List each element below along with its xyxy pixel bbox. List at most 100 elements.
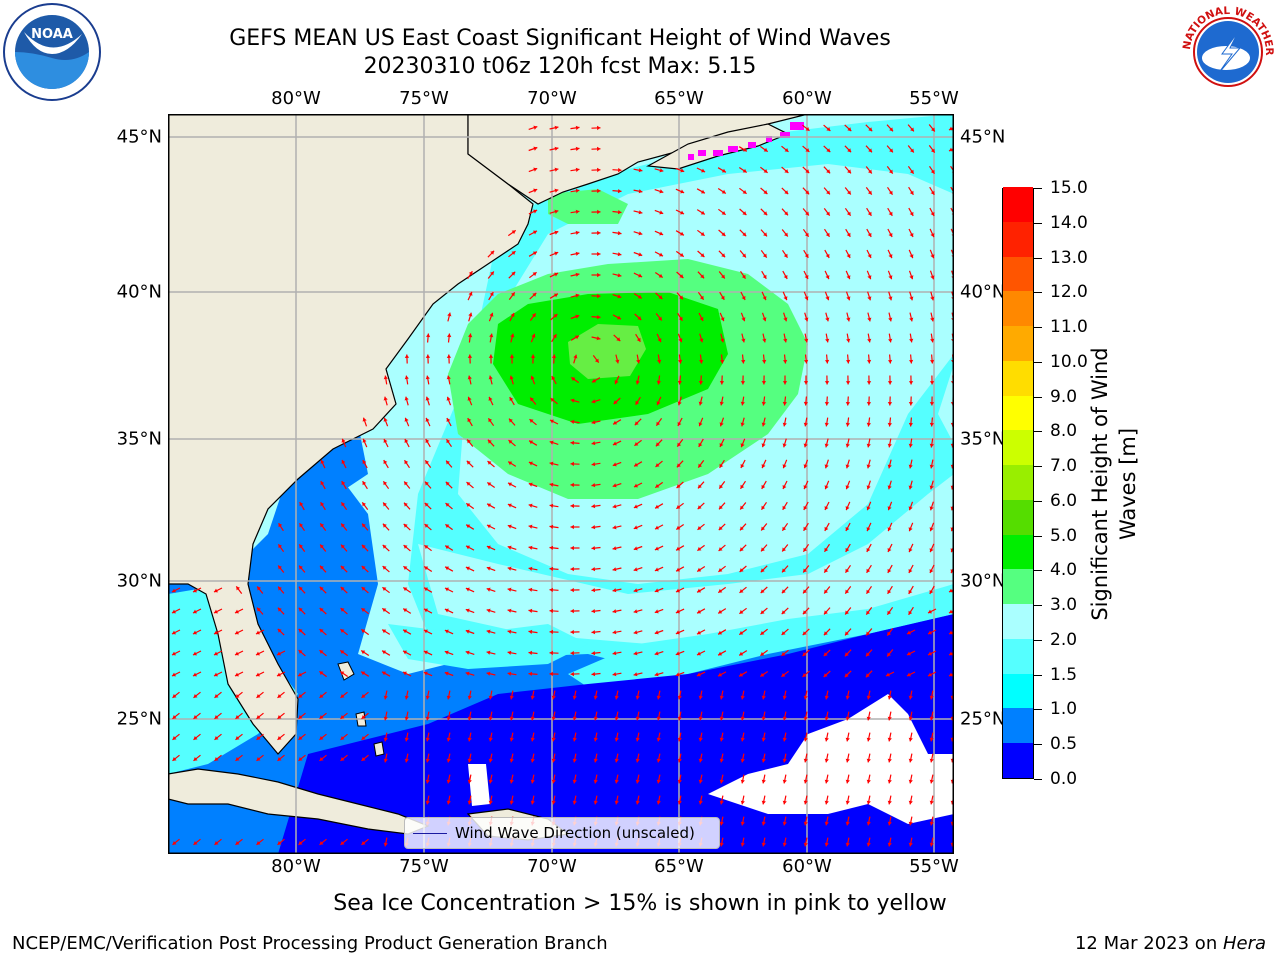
wave-arrow-head — [617, 273, 622, 278]
lon-label-top: 70°W — [527, 88, 577, 109]
wave-arrow-head — [634, 421, 639, 426]
wave-arrow-head — [445, 566, 450, 571]
wave-arrow-head — [824, 589, 828, 594]
wave-arrow-head — [867, 254, 872, 258]
wave-arrow-head — [866, 610, 870, 615]
wave-arrow-head — [551, 376, 556, 381]
wave-arrow-head — [554, 272, 559, 277]
wave-arrow-head — [657, 338, 662, 343]
wave-arrow-head — [446, 396, 451, 401]
wave-arrow-head — [487, 461, 492, 465]
wave-arrow-head — [362, 460, 367, 464]
wave-arrow-head — [677, 401, 682, 406]
wave-arrow-head — [677, 779, 682, 784]
wave-arrow-head — [866, 842, 871, 847]
wave-arrow-head — [235, 736, 240, 740]
wave-arrow-head — [845, 610, 849, 615]
wave-arrow-head — [696, 672, 701, 677]
wave-arrow-head — [929, 548, 934, 553]
wave-arrow-head — [676, 588, 680, 593]
wave-arrow-head — [824, 737, 829, 742]
wave-arrow-head — [486, 650, 491, 655]
wave-arrow-head — [826, 148, 831, 153]
wave-arrow-head — [909, 296, 914, 301]
wave-arrow-head — [742, 211, 747, 215]
wave-arrow-head — [782, 422, 787, 427]
wave-arrow-head — [277, 651, 281, 656]
wave-arrow-head — [446, 779, 451, 784]
wave-arrow-head — [677, 758, 682, 763]
colorbar-tick — [1034, 605, 1042, 607]
wave-arrow-head — [235, 609, 239, 614]
wave-arrow-head — [551, 354, 557, 358]
wave-arrow-head — [824, 610, 828, 615]
wave-arrow-head — [570, 440, 575, 445]
wave-arrow-head — [382, 587, 387, 591]
wave-arrow-head — [908, 821, 913, 826]
wave-arrow-head — [908, 402, 914, 406]
wave-arrow-head — [908, 737, 913, 742]
wave-arrow-head — [486, 671, 491, 676]
wave-arrow-head — [425, 695, 430, 700]
wave-arrow-head — [740, 758, 745, 763]
wave-arrow-head — [659, 252, 663, 257]
wave-arrow-head — [597, 125, 601, 131]
wave-arrow-head — [633, 546, 638, 551]
wave-arrow-head — [929, 800, 934, 805]
wave-arrow-head — [719, 422, 724, 427]
wave-arrow-head — [404, 417, 409, 422]
wave-arrow-head — [530, 716, 535, 721]
wave-arrow-head — [509, 779, 514, 784]
wave-arrow-head — [637, 316, 642, 320]
wave-arrow-head — [741, 338, 746, 343]
wave-arrow-head — [740, 422, 745, 427]
wave-arrow-head — [675, 651, 680, 656]
wave-arrow-head — [659, 189, 664, 194]
wave-arrow-head — [487, 439, 492, 444]
colorbar-segment — [1003, 360, 1033, 396]
wave-arrow-head — [909, 359, 914, 364]
wave-arrow-head — [698, 800, 703, 805]
wave-arrow-head — [887, 842, 892, 847]
wave-arrow-head — [802, 631, 807, 636]
wave-arrow-head — [361, 841, 366, 845]
wave-band-1p5m-patch — [388, 624, 588, 669]
wave-arrow-head — [490, 271, 494, 276]
wave-arrow-head — [846, 338, 851, 343]
wave-arrow-head — [466, 482, 471, 486]
wave-arrow-head — [803, 547, 808, 552]
wave-arrow-head — [612, 525, 617, 530]
wave-arrow-head — [214, 841, 219, 845]
wave-arrow-head — [554, 188, 559, 193]
wave-arrow-head — [426, 333, 431, 338]
wave-arrow-head — [740, 695, 745, 700]
wave-arrow-head — [781, 610, 786, 615]
wave-arrow-head — [593, 716, 598, 721]
colorbar-title-line1: Significant Height of Wind — [1088, 347, 1112, 621]
wave-arrow-head — [719, 484, 723, 489]
wave-arrow-head — [530, 375, 535, 380]
wave-arrow-head — [528, 482, 533, 487]
wave-arrow-head — [677, 442, 682, 447]
wave-arrow-head — [214, 715, 219, 719]
wave-arrow-head — [383, 502, 387, 507]
wave-arrow-head — [466, 460, 471, 465]
wave-arrow-head — [362, 417, 367, 422]
wave-arrow-head — [256, 841, 261, 845]
wave-arrow-head — [721, 168, 726, 173]
wave-arrow-head — [467, 716, 472, 721]
wave-arrow-head — [298, 607, 303, 612]
wave-arrow-head — [659, 231, 664, 236]
wave-arrow-head — [340, 650, 345, 655]
wave-arrow-head — [656, 737, 661, 742]
wave-arrow-head — [597, 293, 601, 299]
wave-arrow-head — [698, 779, 703, 784]
wave-arrow-head — [320, 565, 324, 570]
wave-arrow-head — [950, 569, 954, 574]
wave-arrow-head — [530, 354, 536, 358]
wave-arrow-head — [866, 485, 871, 490]
wave-arrow-head — [802, 652, 807, 656]
wave-arrow-head — [277, 694, 282, 698]
wave-arrow-head — [193, 715, 198, 719]
wave-arrow-head — [888, 275, 893, 280]
